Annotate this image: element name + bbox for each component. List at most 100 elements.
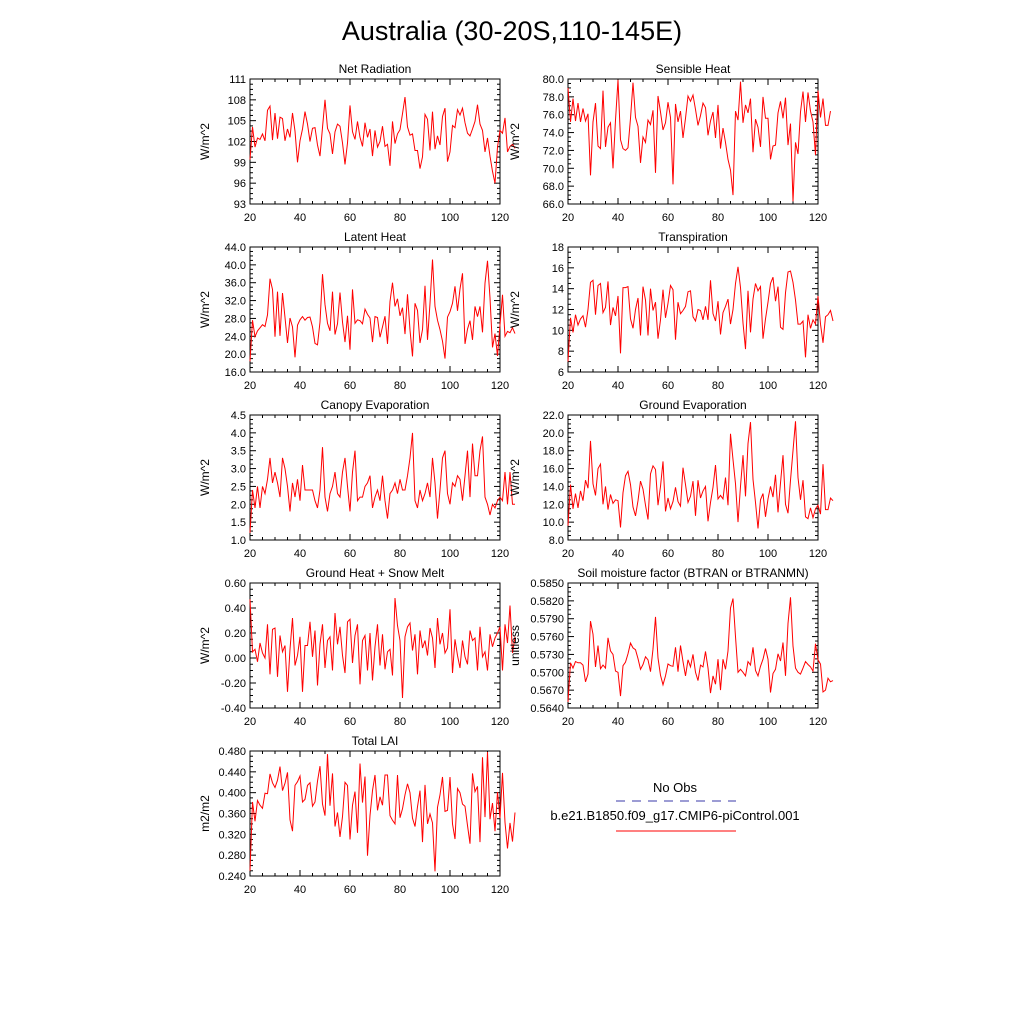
y-tick-label: 93 [234,199,246,211]
x-tick-label: 80 [712,380,724,392]
x-tick-label: 80 [394,212,406,224]
y-tick-label: 16 [552,263,564,275]
y-tick-label: 0.280 [218,850,246,862]
x-tick-label: 20 [562,380,574,392]
y-tick-label: 0.5700 [530,667,564,679]
x-tick-label: 60 [344,380,356,392]
plot-frame [567,582,819,709]
y-tick-label: 0.5730 [530,649,564,661]
y-tick-label: 44.0 [225,242,246,254]
y-tick-label: 3.5 [231,446,246,458]
panel-sensible-heat: Sensible Heat 20 40 60 80 100 120 66.0 68.0 70.0 7… [508,62,831,224]
x-tick-label: 60 [662,716,674,728]
y-tick-label: 0.360 [218,809,246,821]
y-tick-label: 0.5790 [530,614,564,626]
y-tick-label: 0.5850 [530,578,564,590]
x-tick-label: 100 [441,380,459,392]
series-line [567,597,834,703]
y-tick-label: 8 [558,346,564,358]
y-tick-label: 24.0 [225,331,246,343]
series-line [249,751,516,872]
x-tick-label: 20 [244,716,256,728]
y-tick-label: 0.5820 [530,596,564,608]
x-tick-label: 20 [562,548,574,560]
y-tick-label: 76.0 [543,110,564,122]
x-tick-label: 40 [294,212,306,224]
y-tick-label: 4.5 [231,410,246,422]
y-axis-label: W/m^2 [198,459,212,496]
x-tick-label: 60 [662,212,674,224]
x-tick-label: 80 [712,548,724,560]
x-tick-label: 100 [441,212,459,224]
y-tick-label: 20.0 [225,349,246,361]
legend-obs-label: No Obs [653,780,698,795]
y-axis-label: m2/m2 [198,795,212,832]
y-tick-label: 66.0 [543,199,564,211]
y-tick-label: 0.00 [225,653,246,665]
y-tick-label: 8.0 [549,535,564,547]
panel-title: Soil moisture factor (BTRAN or BTRANMN) [577,566,808,580]
y-tick-label: 0.5670 [530,685,564,697]
plot-frame [249,414,501,541]
plot-frame [249,750,501,877]
y-axis-label: W/m^2 [198,123,212,160]
x-tick-label: 20 [244,212,256,224]
y-tick-label: 0.20 [225,628,246,640]
x-tick-label: 40 [612,380,624,392]
y-tick-label: 0.400 [218,788,246,800]
y-tick-label: 111 [229,74,246,86]
x-tick-label: 100 [759,212,777,224]
y-tick-label: 18.0 [543,446,564,458]
y-axis-label: W/m^2 [508,459,522,496]
y-tick-label: 1.5 [231,517,246,529]
y-tick-label: 6 [558,367,564,379]
panel-title: Canopy Evaporation [321,398,430,412]
x-tick-label: 120 [809,548,827,560]
x-tick-label: 120 [809,380,827,392]
y-tick-label: 74.0 [543,128,564,140]
y-tick-label: 0.240 [218,871,246,883]
y-tick-label: 80.0 [543,74,564,86]
x-tick-label: 20 [562,716,574,728]
y-tick-label: 68.0 [543,181,564,193]
y-tick-label: 14 [552,284,564,296]
y-tick-label: -0.40 [221,703,246,715]
x-tick-label: 80 [394,716,406,728]
x-tick-label: 40 [294,548,306,560]
x-tick-label: 120 [491,884,509,896]
x-tick-label: 120 [491,716,509,728]
y-tick-label: 72.0 [543,145,564,157]
x-tick-label: 60 [344,884,356,896]
y-tick-label: 10 [552,325,564,337]
y-tick-label: 1.0 [231,535,246,547]
series-line [249,597,516,699]
y-tick-label: 2.5 [231,481,246,493]
panel-title: Ground Evaporation [639,398,746,412]
panel-canopy-evaporation: Canopy Evaporation 20 40 60 80 100 120 1.0 1.5 2.… [198,398,515,560]
y-tick-label: 36.0 [225,278,246,290]
panel-title: Latent Heat [344,230,407,244]
x-tick-label: 60 [344,548,356,560]
x-tick-label: 100 [441,884,459,896]
y-axis-label: W/m^2 [198,291,212,328]
y-axis-label: W/m^2 [198,627,212,664]
x-tick-label: 60 [662,548,674,560]
x-tick-label: 40 [294,716,306,728]
x-tick-label: 100 [441,716,459,728]
panel-grid: Net Radiation 20 40 60 80 100 120 93 96 99 102 105 1… [198,62,834,896]
x-tick-label: 40 [612,212,624,224]
x-tick-label: 20 [244,884,256,896]
series-line [567,79,831,202]
panel-ground-evaporation: Ground Evaporation 20 40 60 80 100 120 8.0 10.0 1… [508,398,834,560]
y-tick-label: 0.40 [225,603,246,615]
y-tick-label: 96 [234,178,246,190]
x-tick-label: 20 [244,548,256,560]
plot-frame [249,78,501,205]
x-tick-label: 40 [612,716,624,728]
x-tick-label: 80 [712,212,724,224]
x-tick-label: 40 [612,548,624,560]
panel-soil-moisture-factor-btran-or-btranmn: Soil moisture factor (BTRAN or BTRANMN) 2… [508,566,834,728]
y-tick-label: 70.0 [543,163,564,175]
panel-title: Sensible Heat [656,62,731,76]
